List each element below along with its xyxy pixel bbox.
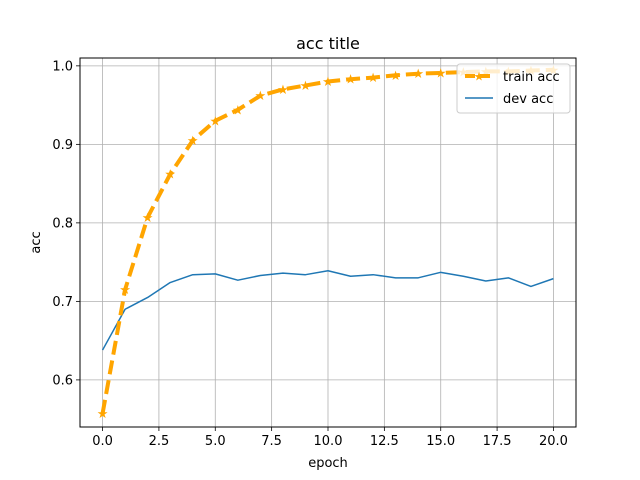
dev-acc-line: [101, 270, 554, 351]
train-acc-point: ★: [435, 66, 447, 81]
chart-title: acc title: [296, 34, 360, 53]
x-tick-label: 15.0: [426, 434, 455, 449]
x-tick-label: 12.5: [370, 434, 399, 449]
y-tick-label: 0.7: [52, 295, 73, 310]
train-acc-point: ★: [97, 407, 109, 422]
train-acc-point: ★: [322, 75, 334, 90]
y-tick-label: 0.6: [52, 373, 73, 388]
legend-train-label: train acc: [503, 70, 560, 85]
train-acc-point: ★: [345, 73, 357, 88]
y-tick-label: 0.8: [52, 216, 73, 231]
x-tick-label: 20.0: [539, 434, 568, 449]
train-acc-point: ★: [367, 71, 379, 86]
train-acc-point: ★: [164, 168, 176, 183]
x-tick-label: 7.5: [261, 434, 282, 449]
x-tick-label: 17.5: [483, 434, 512, 449]
train-acc-point: ★: [209, 114, 221, 129]
train-acc-point: ★: [232, 103, 244, 118]
train-acc-point: ★: [255, 89, 267, 104]
legend: ★ train acc dev acc: [456, 63, 571, 114]
y-tick-label: 0.9: [52, 138, 73, 153]
train-acc-point: ★: [390, 69, 402, 84]
train-acc-point: ★: [300, 79, 312, 94]
legend-dev-label: dev acc: [503, 92, 553, 107]
legend-train-marker: ★: [474, 70, 485, 84]
x-tick-label: 10.0: [314, 434, 343, 449]
x-tick-label: 0.0: [92, 434, 113, 449]
train-acc-point: ★: [119, 283, 131, 298]
train-acc-point: ★: [187, 134, 199, 149]
x-axis-label: epoch: [308, 456, 348, 471]
y-tick-label: 1.0: [52, 59, 73, 74]
x-tick-label: 5.0: [205, 434, 226, 449]
y-axis-label: acc: [29, 231, 44, 253]
train-acc-point: ★: [142, 211, 154, 226]
x-tick-label: 2.5: [149, 434, 170, 449]
ticks: 0.0 2.5 5.0 7.5 10.0 12.5 15.0 17.5 20.0 0.6 0.7 0.…: [52, 59, 568, 449]
train-acc-point: ★: [277, 83, 289, 98]
train-acc-point: ★: [412, 67, 424, 82]
